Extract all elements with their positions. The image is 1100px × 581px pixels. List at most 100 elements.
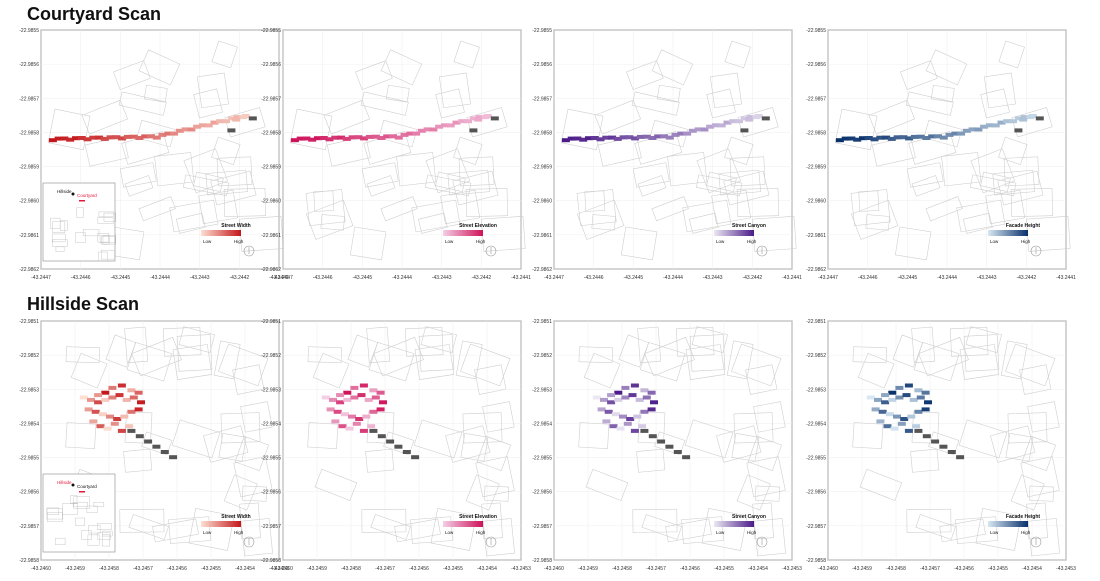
street-segment (914, 409, 923, 414)
legend-high-label: High (476, 530, 486, 535)
street-segment (648, 136, 657, 140)
street-segment (169, 455, 178, 460)
street-segment (96, 424, 105, 429)
street-segment (914, 428, 923, 433)
building-footprint (992, 169, 1035, 196)
lon-tick-label: -43.2446 (313, 275, 333, 281)
street-segment (859, 136, 867, 141)
street-segment (904, 383, 913, 388)
north-arrow-icon (485, 536, 497, 548)
lon-tick-label: -43.2444 (663, 275, 683, 281)
lat-tick-label: -22.9861 (806, 233, 826, 239)
building-footprint (1005, 343, 1056, 387)
lon-tick-label: -43.2456 (680, 566, 700, 572)
street-segment (152, 444, 161, 449)
street-segment (1035, 116, 1044, 121)
row-title-courtyard: Courtyard Scan (27, 4, 162, 24)
lon-tick-label: -43.2446 (584, 275, 604, 281)
street-segment (876, 135, 885, 140)
building-footprint (962, 212, 993, 234)
street-segment (394, 444, 403, 449)
street-segment (100, 136, 109, 141)
building-footprint (665, 518, 712, 543)
street-segment (596, 137, 605, 142)
street-segment (469, 116, 478, 121)
map-panel: Facade Height Low High -22.9855 -22.9856 -22.… (806, 28, 1076, 281)
lon-tick-label: -43.2460 (273, 566, 293, 572)
lon-tick-label: -43.2445 (352, 275, 372, 281)
building-footprint (585, 468, 629, 501)
street-segment (290, 138, 299, 143)
lon-tick-label: -43.2457 (920, 566, 940, 572)
street-segment (939, 135, 948, 140)
street-segment (127, 428, 136, 433)
street-segment (882, 135, 891, 140)
building-footprint (746, 456, 786, 498)
lon-tick-label: -43.2456 (954, 566, 974, 572)
building-footprint (688, 212, 719, 234)
building-footprint (906, 162, 944, 188)
street-segment (331, 135, 340, 140)
building-footprint (455, 340, 483, 380)
lat-tick-label: -22.9856 (261, 490, 281, 496)
building-footprint (676, 326, 715, 357)
building-footprint (193, 88, 223, 119)
street-segment (671, 132, 680, 137)
building-footprint (910, 448, 940, 473)
street-segment (94, 393, 103, 398)
building-footprint (216, 156, 253, 187)
lat-tick-label: -22.9857 (261, 96, 281, 102)
street-segment (333, 409, 342, 414)
street-segment (647, 407, 656, 412)
map-panel: Street Canyon Low High -22.9851 -22.9852 -22.… (532, 319, 802, 572)
street-segment (621, 385, 630, 390)
street-segment (835, 138, 844, 143)
street-segment (729, 119, 738, 124)
street-segment (383, 134, 392, 139)
street-segment (152, 135, 161, 140)
building-footprint (641, 514, 682, 540)
lat-tick-label: -22.9852 (19, 353, 39, 359)
building-footprint (731, 433, 760, 462)
street-segment (222, 119, 230, 124)
legend-low-label: Low (716, 239, 725, 244)
lat-tick-label: -22.9856 (261, 62, 281, 68)
street-segment (412, 131, 421, 136)
lon-tick-label: -43.2453 (782, 566, 802, 572)
street-segment (365, 134, 374, 139)
street-segment (910, 134, 919, 139)
street-segment (108, 385, 117, 390)
inset-building (98, 211, 114, 218)
legend-high-label: High (1021, 530, 1031, 535)
street-segment (883, 424, 892, 429)
building-footprint (168, 516, 211, 544)
street-segment (483, 114, 492, 118)
building-footprint (1021, 435, 1056, 472)
street-segment (123, 134, 132, 139)
building-footprint (868, 99, 916, 135)
building-footprint (644, 336, 695, 377)
building-footprint (126, 341, 173, 382)
street-segment (198, 123, 207, 128)
street-segment (592, 395, 601, 400)
legend-high-label: High (234, 530, 244, 535)
street-segment (657, 439, 666, 444)
street-segment (706, 124, 715, 129)
building-footprint (618, 334, 650, 368)
building-footprint (681, 516, 724, 544)
building-footprint (576, 189, 617, 227)
street-segment (348, 135, 357, 140)
street-segment (331, 419, 340, 424)
building-footprint (656, 84, 681, 103)
inset-label-courtyard: Courtyard (77, 193, 97, 198)
street-segment (296, 136, 305, 141)
building-footprint (682, 199, 732, 233)
building-footprint (998, 40, 1025, 69)
building-footprint (649, 119, 689, 148)
building-footprint (124, 326, 149, 364)
street-segment (922, 434, 931, 439)
lon-tick-label: -43.2458 (341, 566, 361, 572)
building-footprint (213, 340, 241, 380)
street-segment (125, 424, 134, 429)
building-footprint (1028, 485, 1054, 502)
